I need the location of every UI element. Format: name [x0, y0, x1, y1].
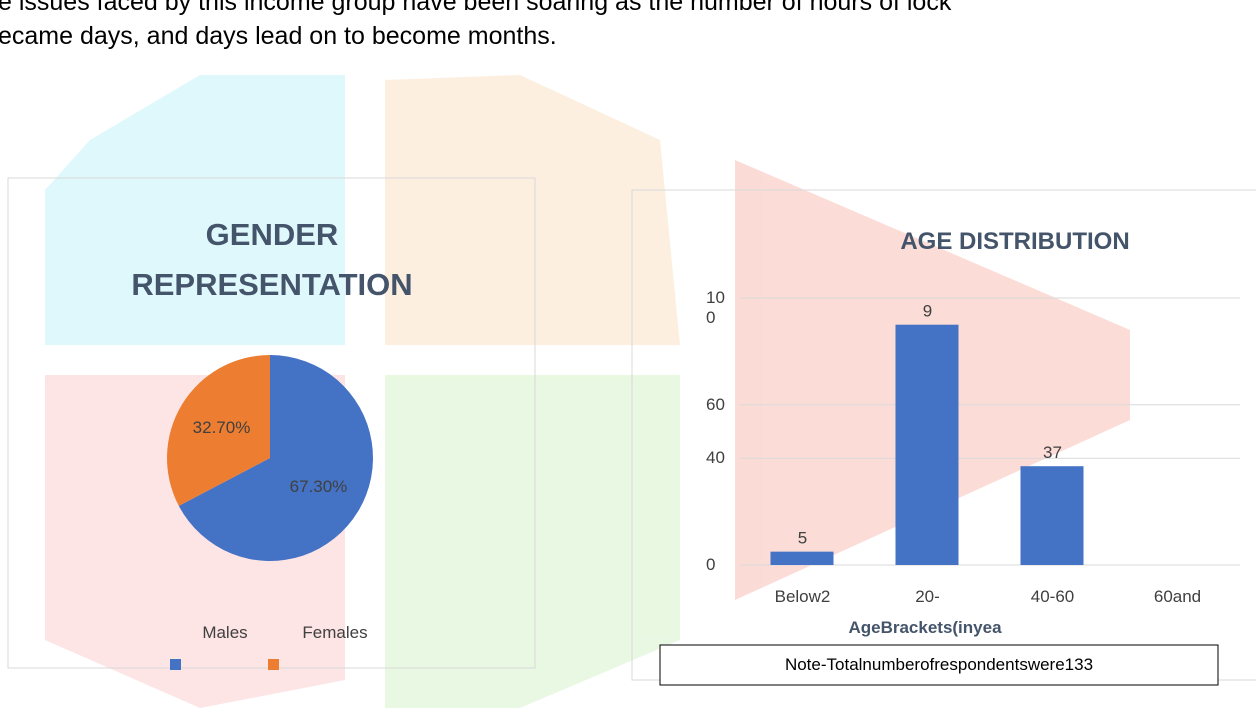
legend-label: Females	[302, 623, 367, 642]
x-axis-title: AgeBrackets(inyea	[660, 618, 1190, 638]
pie-label: 67.30%	[290, 477, 348, 496]
page: 67.30% Males 32.70% Females Below2 5 20- 9 40-60…	[0, 0, 1256, 708]
legend-swatch	[170, 659, 181, 670]
y-tick-label: 100	[706, 288, 728, 328]
data-label: 5	[798, 529, 807, 548]
bar	[896, 325, 959, 565]
data-label: 37	[1043, 443, 1062, 462]
pie-title: GENDER REPRESENTATION	[102, 210, 442, 310]
canvas: 67.30% Males 32.70% Females Below2 5 20- 9 40-60…	[0, 0, 1256, 708]
y-tick-label: 60	[706, 395, 728, 415]
legend-label: Males	[202, 623, 247, 642]
x-tick-label: 20-	[915, 587, 940, 606]
bar	[1021, 466, 1084, 565]
legend-swatch	[268, 659, 279, 670]
pie-label: 32.70%	[193, 418, 251, 437]
y-tick-label: 40	[706, 448, 728, 468]
bar-title: AGE DISTRIBUTION	[760, 228, 1256, 256]
note: Note-Totalnumberofrespondentswere133	[660, 655, 1218, 675]
y-tick-label: 0	[706, 555, 728, 575]
x-tick-label: Below2	[775, 587, 831, 606]
x-tick-label: 60and	[1154, 587, 1201, 606]
text-line: e issues faced by this income group have…	[0, 0, 951, 17]
data-label: 9	[923, 302, 932, 321]
x-tick-label: 40-60	[1031, 587, 1074, 606]
bar	[771, 552, 834, 565]
text-line: ecame days, and days lead on to become m…	[0, 22, 557, 51]
